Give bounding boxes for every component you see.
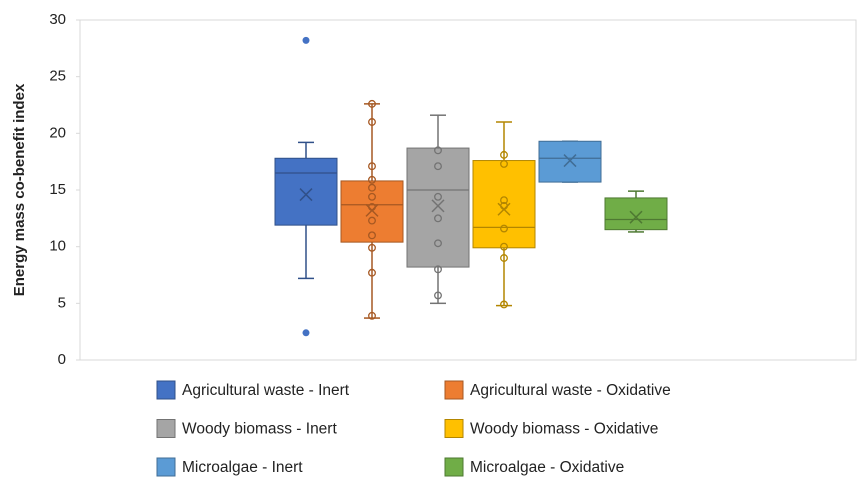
data-point xyxy=(368,118,376,126)
y-axis-label: Energy mass co-benefit index xyxy=(11,83,28,296)
box xyxy=(538,140,602,183)
data-point xyxy=(368,99,376,108)
data-point xyxy=(500,159,508,168)
legend-label: Agricultural waste - Inert xyxy=(182,382,350,399)
data-point xyxy=(500,196,508,205)
y-tick-label: 0 xyxy=(58,351,66,368)
data-point xyxy=(500,201,508,210)
data-point xyxy=(368,175,376,184)
box xyxy=(274,157,338,226)
data-point xyxy=(434,192,442,201)
box xyxy=(472,160,536,249)
legend-swatch xyxy=(156,380,176,400)
legend-swatch xyxy=(444,457,464,477)
data-point xyxy=(434,146,442,155)
outlier xyxy=(302,329,310,337)
legend-swatch xyxy=(156,419,176,438)
data-point xyxy=(434,239,442,248)
mean-marker xyxy=(563,154,577,168)
legend-swatch xyxy=(444,380,464,400)
y-tick-label: 20 xyxy=(49,124,66,141)
box xyxy=(406,147,470,268)
legend-swatch xyxy=(444,419,464,438)
legend-label: Agricultural waste - Oxidative xyxy=(470,382,671,399)
outlier xyxy=(302,36,310,44)
data-point xyxy=(500,224,508,233)
legend-label: Woody biomass - Oxidative xyxy=(470,421,658,438)
data-point xyxy=(368,311,376,320)
mean-marker xyxy=(431,199,445,213)
data-point xyxy=(434,162,442,171)
data-point xyxy=(368,231,376,240)
data-point xyxy=(500,300,508,309)
data-point xyxy=(434,214,442,223)
data-point xyxy=(368,162,376,171)
y-tick-label: 5 xyxy=(58,294,66,311)
data-point xyxy=(500,242,508,251)
data-point xyxy=(500,150,508,159)
data-point xyxy=(500,254,508,262)
y-tick-label: 15 xyxy=(49,181,66,198)
data-point xyxy=(368,243,376,252)
data-point xyxy=(368,268,376,277)
data-point xyxy=(368,216,376,225)
legend-label: Woody biomass - Inert xyxy=(182,421,337,438)
y-tick-label: 25 xyxy=(49,68,66,85)
data-point xyxy=(434,265,442,274)
mean-marker xyxy=(299,188,313,202)
y-tick-label: 30 xyxy=(49,11,66,28)
data-point xyxy=(368,192,376,201)
box xyxy=(604,197,668,231)
data-point xyxy=(368,203,376,211)
y-tick-label: 10 xyxy=(49,238,66,255)
legend-label: Microalgae - Oxidative xyxy=(470,459,624,476)
legend-label: Microalgae - Inert xyxy=(182,459,303,476)
data-point xyxy=(368,183,376,192)
box xyxy=(340,180,404,243)
legend-swatch xyxy=(156,457,176,477)
mean-marker xyxy=(629,210,643,224)
data-point xyxy=(434,291,442,300)
